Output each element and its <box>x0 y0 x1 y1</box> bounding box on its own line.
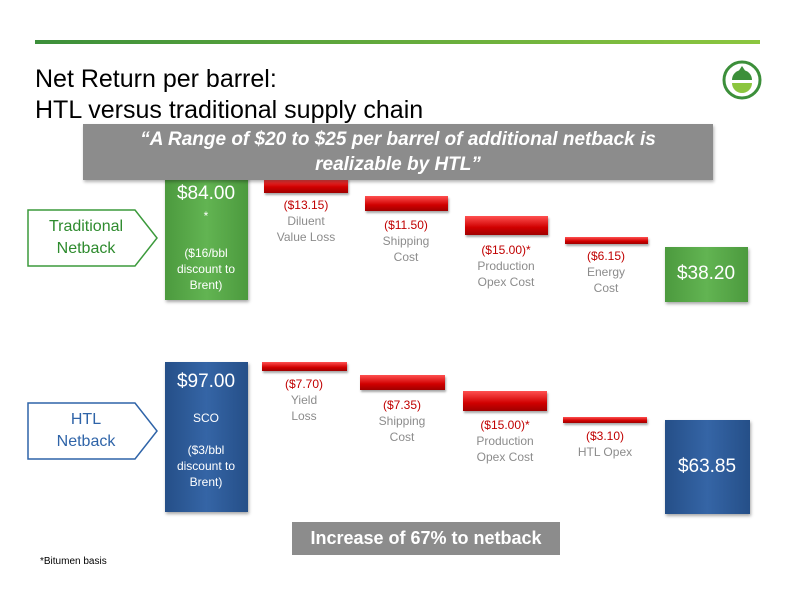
title: Net Return per barrel: HTL versus tradit… <box>35 64 423 126</box>
step-bar <box>463 391 547 411</box>
start-note: * <box>203 209 209 223</box>
result-amount: $63.85 <box>677 456 737 477</box>
step-bar <box>565 237 648 244</box>
step-amount: ($6.15) <box>586 249 626 263</box>
start-note: SCO <box>192 411 219 425</box>
step-bar <box>262 362 347 371</box>
step-label: Value Loss <box>276 230 336 244</box>
title-line: HTL versus traditional supply chain <box>35 96 424 124</box>
start-note: discount to <box>176 459 236 473</box>
step-label: Loss <box>291 409 317 423</box>
step-label: Cost <box>593 281 619 295</box>
start-bar <box>165 362 248 512</box>
result-bar <box>665 247 748 302</box>
row-label: Netback <box>56 433 116 450</box>
row-label: Traditional <box>48 218 124 235</box>
step-label: Production <box>477 259 535 273</box>
result-amount: $38.20 <box>676 263 736 284</box>
step-bar <box>365 196 448 211</box>
step-label: Production <box>476 434 534 448</box>
step-label: Diluent <box>287 214 325 228</box>
step-label: Shipping <box>382 234 430 248</box>
step-amount: ($15.00)* <box>480 418 530 432</box>
start-note: Brent) <box>189 278 223 292</box>
start-note: ($16/bbl <box>184 246 228 260</box>
logo <box>722 60 762 100</box>
step-amount: ($11.50) <box>384 218 428 232</box>
start-note: Brent) <box>189 475 223 489</box>
step-bar <box>563 417 647 423</box>
traditional-arrow <box>27 209 158 267</box>
step-label: HTL Opex <box>577 445 633 459</box>
start-note: discount to <box>176 262 236 276</box>
step-amount: ($7.70) <box>284 377 324 391</box>
step-bar <box>264 178 348 193</box>
start-amount: $84.00 <box>176 183 236 204</box>
step-amount: ($3.10) <box>585 429 625 443</box>
step-label: Cost <box>393 250 419 264</box>
start-amount: $97.00 <box>176 371 236 392</box>
step-label: Opex Cost <box>477 275 535 289</box>
step-amount: ($13.15) <box>283 198 329 212</box>
footnote: *Bitumen basis <box>40 556 107 567</box>
start-bar <box>165 172 248 300</box>
row-label: HTL <box>70 411 102 428</box>
quote-line: realizable by HTL” <box>315 154 481 175</box>
callout: Increase of 67% to netback <box>292 522 560 555</box>
title-line: Net Return per barrel: <box>35 65 277 93</box>
step-label: Energy <box>586 265 626 279</box>
step-label: Shipping <box>378 414 426 428</box>
htl-arrow <box>27 402 158 460</box>
quote-line: “A Range of $20 to $25 per barrel of add… <box>140 129 656 150</box>
step-label: Cost <box>389 430 415 444</box>
step-label: Opex Cost <box>476 450 534 464</box>
step-label: Yield <box>290 393 318 407</box>
quote-banner: “A Range of $20 to $25 per barrel of add… <box>83 124 713 180</box>
step-bar <box>465 216 548 235</box>
start-note: ($3/bbl <box>187 443 225 457</box>
step-amount: ($15.00)* <box>481 243 531 257</box>
step-amount: ($7.35) <box>382 398 422 412</box>
top-rule <box>35 40 760 44</box>
result-bar <box>665 420 750 514</box>
step-bar <box>360 375 445 390</box>
row-label: Netback <box>56 240 116 257</box>
